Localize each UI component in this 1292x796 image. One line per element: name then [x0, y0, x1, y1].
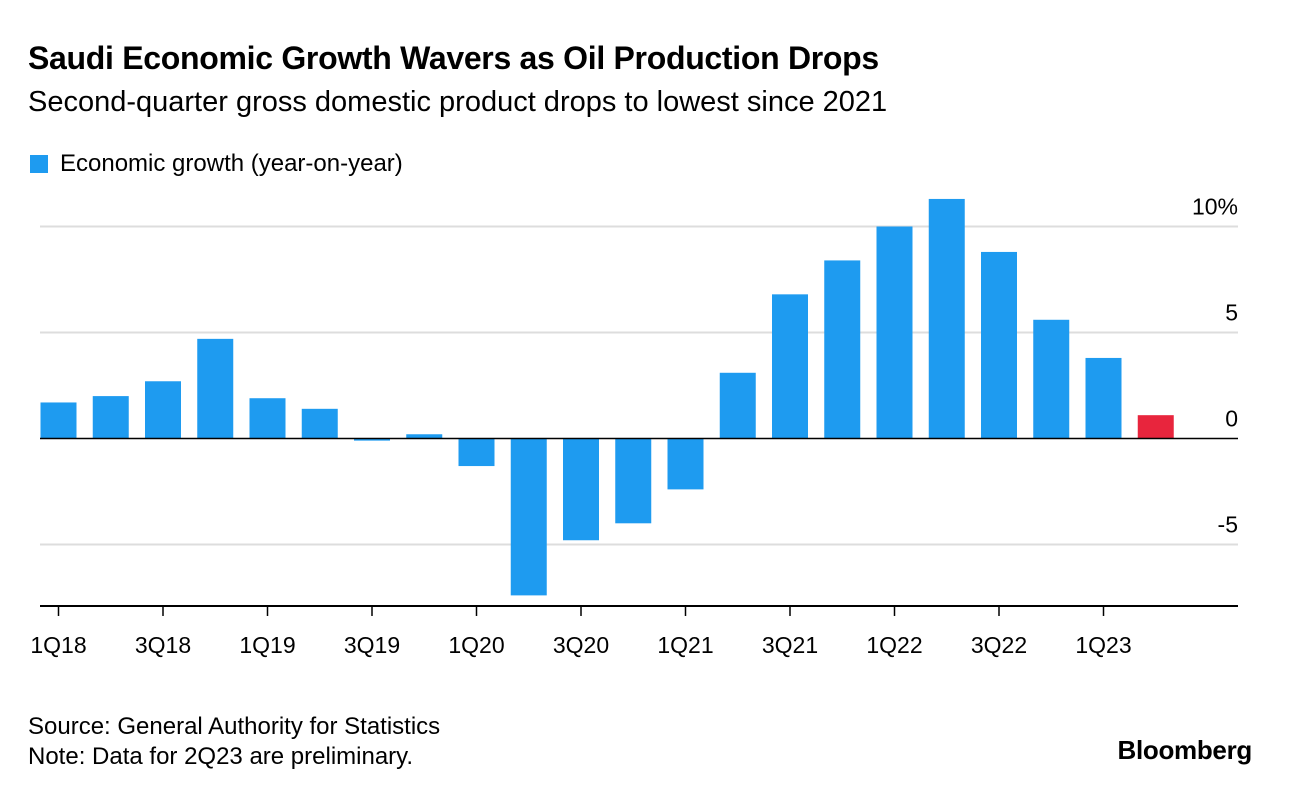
x-tick-label: 1Q22	[866, 632, 922, 658]
bar-1q21	[667, 438, 704, 490]
chart-footer: Source: General Authority for Statistics…	[28, 712, 440, 772]
x-tick-label: 3Q18	[135, 632, 191, 658]
data-note: Note: Data for 2Q23 are preliminary.	[28, 743, 414, 770]
bar-3q19	[354, 438, 390, 441]
y-tick-label: -5	[1218, 512, 1238, 538]
x-tick-label: 3Q19	[344, 632, 400, 658]
x-tick-label: 1Q23	[1075, 632, 1131, 658]
legend-swatch	[30, 155, 48, 173]
bar-3q18	[145, 381, 181, 439]
bar-2q18	[92, 396, 129, 439]
bar-2q19	[301, 408, 338, 439]
legend: Economic growth (year-on-year)	[30, 150, 403, 178]
x-tick-label: 3Q21	[762, 632, 818, 658]
bar-1q20	[458, 438, 495, 467]
x-tick-label: 3Q20	[553, 632, 609, 658]
bar-2q23	[1137, 415, 1174, 439]
bar-1q18	[40, 402, 77, 439]
bar-3q20	[563, 438, 599, 541]
bar-4q21	[824, 260, 861, 439]
bar-2q22	[928, 198, 965, 439]
y-tick-label: 10%	[1192, 194, 1238, 220]
y-tick-label: 0	[1225, 406, 1238, 432]
bar-3q22	[981, 251, 1017, 439]
x-tick-label: 1Q21	[657, 632, 713, 658]
chart-title: Saudi Economic Growth Wavers as Oil Prod…	[28, 40, 879, 76]
bar-4q18	[197, 338, 234, 439]
bar-3q21	[772, 294, 808, 439]
source-note: Source: General Authority for Statistics	[28, 713, 441, 740]
x-tick-label: 3Q22	[971, 632, 1027, 658]
bar-2q21	[719, 372, 756, 439]
chart-subtitle: Second-quarter gross domestic product dr…	[28, 86, 888, 118]
bar-4q22	[1033, 319, 1070, 439]
bar-1q23	[1085, 357, 1122, 439]
bar-2q20	[510, 438, 547, 596]
y-tick-label: 5	[1225, 300, 1238, 326]
legend-label: Economic growth (year-on-year)	[60, 150, 403, 177]
x-tick-label: 1Q19	[239, 632, 295, 658]
bar-1q22	[876, 226, 913, 439]
x-tick-label: 1Q18	[30, 632, 86, 658]
x-tick-label: 1Q20	[448, 632, 504, 658]
bar-1q19	[249, 398, 286, 439]
bar-4q19	[406, 434, 443, 439]
bloomberg-logo: Bloomberg	[1117, 735, 1252, 765]
bar-4q20	[615, 438, 652, 524]
